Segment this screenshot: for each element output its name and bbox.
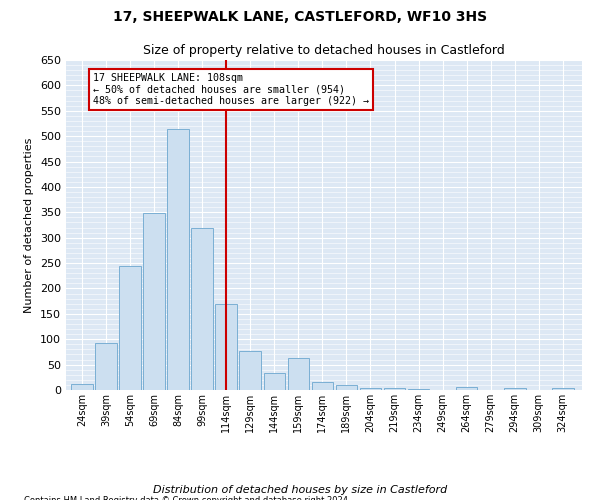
Bar <box>552 388 574 390</box>
Title: Size of property relative to detached houses in Castleford: Size of property relative to detached ho… <box>143 44 505 58</box>
Bar <box>215 304 237 390</box>
Text: Contains HM Land Registry data © Crown copyright and database right 2024.: Contains HM Land Registry data © Crown c… <box>24 496 350 500</box>
Text: 17, SHEEPWALK LANE, CASTLEFORD, WF10 3HS: 17, SHEEPWALK LANE, CASTLEFORD, WF10 3HS <box>113 10 487 24</box>
Bar <box>95 343 117 390</box>
Text: 17 SHEEPWALK LANE: 108sqm
← 50% of detached houses are smaller (954)
48% of semi: 17 SHEEPWALK LANE: 108sqm ← 50% of detac… <box>93 72 369 106</box>
Bar <box>71 384 93 390</box>
Bar <box>456 387 478 390</box>
Bar <box>504 388 526 390</box>
Bar <box>167 128 189 390</box>
Bar <box>311 382 333 390</box>
Bar <box>263 373 285 390</box>
Bar <box>359 388 381 390</box>
Text: Distribution of detached houses by size in Castleford: Distribution of detached houses by size … <box>153 485 447 495</box>
Bar <box>119 266 141 390</box>
Bar <box>335 385 357 390</box>
Bar <box>383 388 406 390</box>
Bar <box>191 228 213 390</box>
Y-axis label: Number of detached properties: Number of detached properties <box>25 138 34 312</box>
Bar <box>143 214 165 390</box>
Bar <box>239 352 261 390</box>
Bar <box>287 358 309 390</box>
